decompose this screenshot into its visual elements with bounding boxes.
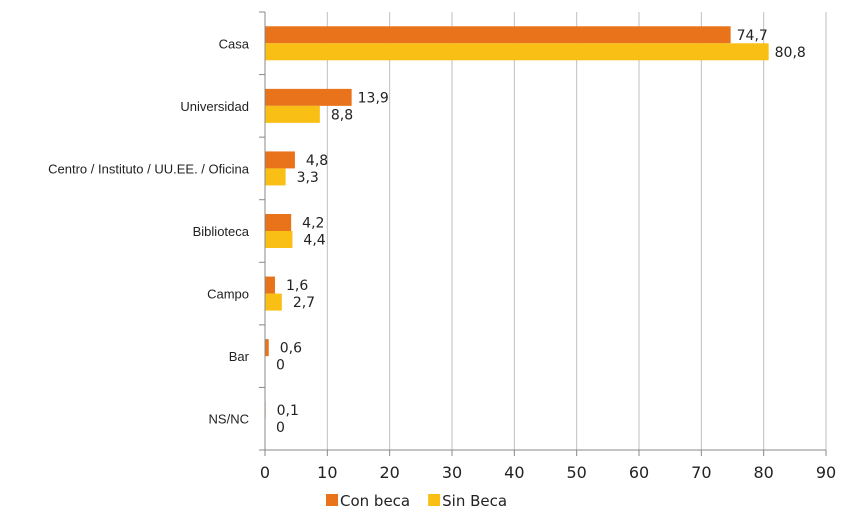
- x-tick-label: 60: [629, 463, 649, 482]
- bars: [265, 26, 769, 419]
- data-label: 8,8: [331, 107, 353, 123]
- bar-con-beca: [265, 151, 295, 169]
- x-tick-label: 80: [753, 463, 773, 482]
- bar-sin-beca: [265, 293, 282, 311]
- legend-label: Sin Beca: [442, 492, 507, 510]
- data-label: 74,7: [737, 28, 768, 44]
- x-tick-label: 0: [260, 463, 270, 482]
- data-label: 80,8: [775, 45, 806, 61]
- gridlines: [326, 12, 827, 450]
- category-label: Universidad: [180, 99, 249, 114]
- bar-con-beca: [265, 88, 352, 106]
- category-label: NS/NC: [209, 412, 249, 427]
- data-label: 0: [276, 420, 285, 436]
- data-label: 13,9: [358, 90, 389, 106]
- data-label: 4,2: [302, 216, 324, 232]
- bar-con-beca: [265, 214, 292, 231]
- data-label: 1,6: [286, 278, 308, 294]
- legend: Con beca Sin Beca: [326, 492, 507, 510]
- category-label: Centro / Instituto / UU.EE. / Oficina: [48, 161, 250, 176]
- data-label: 4,8: [306, 153, 328, 169]
- x-tick-label: 90: [816, 463, 836, 482]
- legend-swatch: [428, 494, 441, 506]
- category-label: Biblioteca: [193, 224, 250, 239]
- x-tick-label: 10: [317, 463, 337, 482]
- category-label: Casa: [219, 36, 250, 51]
- category-label: Bar: [229, 349, 250, 364]
- labels: 0 10 20 30 40 50 60 70 80 90 Casa 74,7 80,8 Universid…: [48, 28, 836, 482]
- data-label: 0,1: [277, 403, 299, 419]
- x-tick-label: 30: [442, 463, 462, 482]
- data-label: 0: [276, 358, 285, 374]
- category-label: Campo: [207, 287, 249, 302]
- bar-sin-beca: [265, 231, 293, 248]
- bar-con-beca: [265, 339, 269, 357]
- x-tick-label: 70: [691, 463, 711, 482]
- data-label: 0,6: [280, 341, 302, 357]
- data-label: 3,3: [297, 170, 319, 186]
- bar-con-beca: [265, 26, 731, 44]
- bar-sin-beca: [265, 43, 769, 61]
- bar-sin-beca: [265, 105, 320, 123]
- x-tick-label: 40: [504, 463, 524, 482]
- legend-label: Con beca: [340, 492, 410, 510]
- bar-con-beca: [265, 276, 275, 294]
- x-tick-label: 50: [566, 463, 586, 482]
- data-label: 4,4: [303, 233, 325, 249]
- axes: [259, 11, 827, 456]
- legend-swatch: [326, 494, 338, 506]
- data-label: 2,7: [293, 295, 315, 311]
- x-tick-label: 20: [379, 463, 399, 482]
- bar-sin-beca: [265, 168, 286, 186]
